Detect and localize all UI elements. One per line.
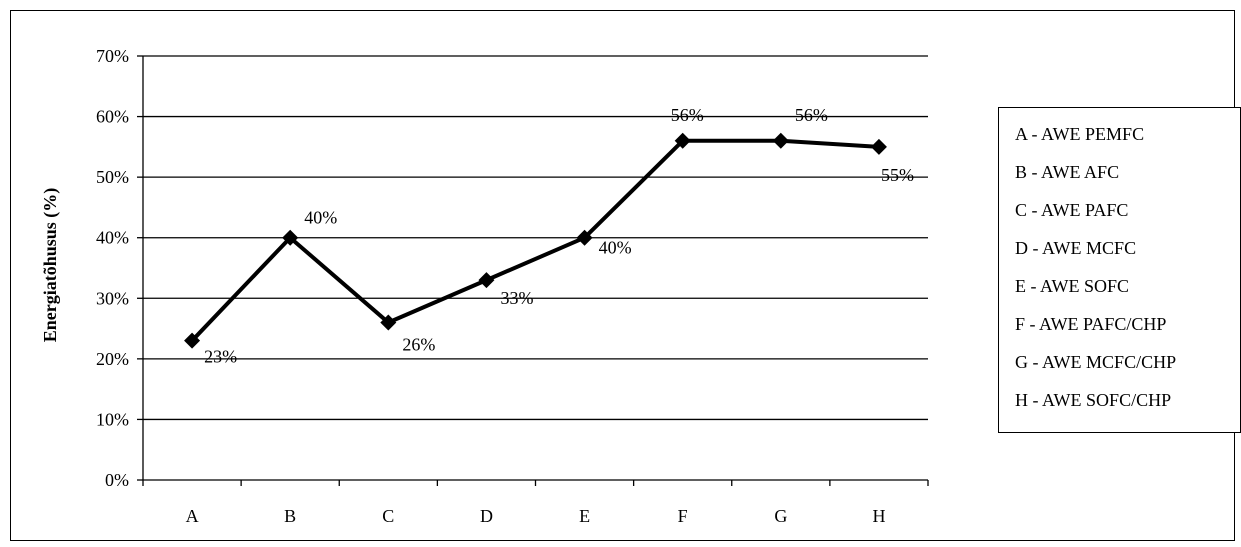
legend-item: C - AWE PAFC [1015, 200, 1129, 220]
y-tick-label: 60% [96, 107, 129, 127]
data-point-marker [870, 138, 887, 155]
legend: A - AWE PEMFC B - AWE AFC C - AWE PAFC D - … [998, 107, 1241, 433]
y-tick-label: 70% [96, 46, 129, 66]
data-point-marker [576, 229, 593, 246]
x-tick-label: H [872, 506, 885, 526]
axes [137, 55, 929, 486]
x-tick-label: G [774, 506, 787, 526]
legend-item: G - AWE MCFC/CHP [1015, 352, 1177, 372]
data-point-marker [674, 132, 691, 149]
gridlines [143, 55, 928, 421]
y-tick-label: 40% [96, 228, 129, 248]
y-axis-title: Energiatõhusus (%) [40, 188, 61, 343]
legend-item: A - AWE PEMFC [1015, 124, 1145, 144]
data-label: 33% [500, 288, 533, 308]
data-label: 40% [304, 208, 337, 228]
data-label: 55% [881, 165, 914, 185]
data-labels: 23% 40% 26% 33% 40% 56% 56% 55% [204, 105, 914, 367]
data-point-marker [184, 332, 201, 349]
legend-item: H - AWE SOFC/CHP [1015, 390, 1172, 410]
y-tick-label: 20% [96, 349, 129, 369]
series-line-path [190, 138, 880, 343]
series-line [190, 138, 880, 343]
legend-item: E - AWE SOFC [1015, 276, 1130, 296]
legend-item: D - AWE MCFC [1015, 238, 1137, 258]
data-label: 56% [795, 105, 828, 125]
legend-item: F - AWE PAFC/CHP [1015, 314, 1167, 334]
data-point-marker [478, 272, 495, 289]
x-tick-label: B [284, 506, 296, 526]
y-tick-label: 0% [105, 470, 129, 490]
x-tick-label: A [186, 506, 199, 526]
x-tick-label: E [579, 506, 590, 526]
y-tick-label: 10% [96, 409, 129, 429]
legend-item: B - AWE AFC [1015, 162, 1120, 182]
tick-labels: 0% 10% 20% 30% 40% 50% 60% 70% A B C D E F G H [96, 46, 885, 526]
data-point-marker [380, 314, 397, 331]
y-tick-label: 30% [96, 288, 129, 308]
data-point-marker [282, 229, 299, 246]
series-markers [184, 132, 887, 349]
data-label: 56% [671, 105, 704, 125]
x-tick-label: C [382, 506, 394, 526]
x-tick-label: D [480, 506, 493, 526]
data-point-marker [772, 132, 789, 149]
data-label: 26% [402, 335, 435, 355]
x-tick-label: F [678, 506, 688, 526]
data-label: 23% [204, 347, 237, 367]
y-tick-label: 50% [96, 167, 129, 187]
data-label: 40% [599, 238, 632, 258]
